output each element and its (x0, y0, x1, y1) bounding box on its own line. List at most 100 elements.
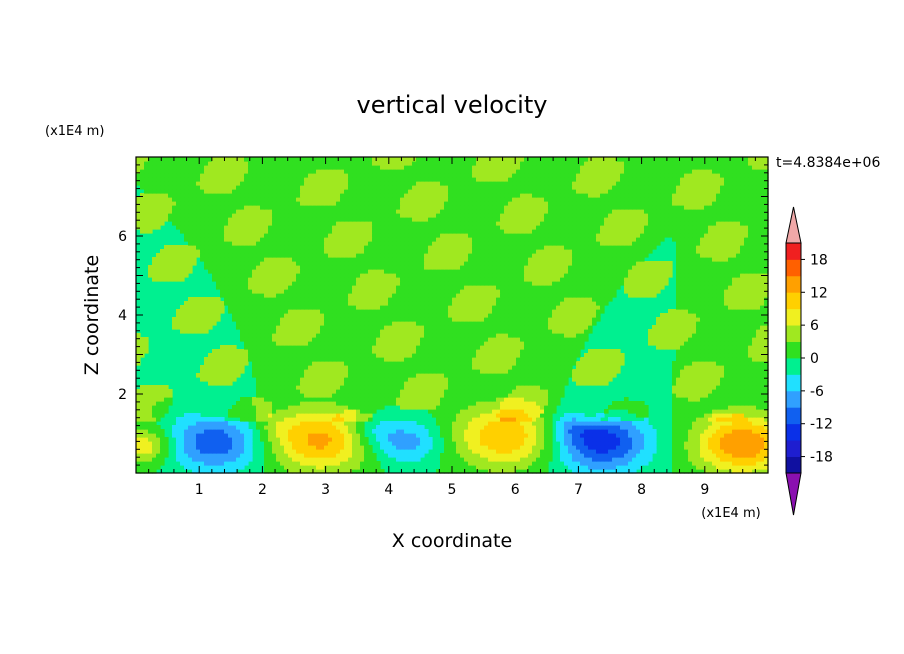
contour-cell (276, 345, 281, 350)
contour-cell (592, 369, 597, 374)
contour-cell (680, 325, 685, 330)
contour-cell (720, 381, 725, 386)
contour-cell (348, 385, 353, 390)
contour-cell (244, 429, 249, 434)
contour-cell (672, 369, 677, 374)
contour-cell (192, 429, 197, 434)
contour-cell (152, 453, 157, 458)
contour-cell (136, 393, 141, 398)
contour-cell (684, 425, 689, 430)
contour-cell (588, 357, 593, 362)
contour-cell (136, 465, 141, 470)
contour-cell (456, 413, 461, 418)
contour-cell (600, 445, 605, 450)
contour-cell (644, 413, 649, 418)
contour-cell (280, 365, 285, 370)
contour-cell (352, 409, 357, 414)
contour-cell (468, 397, 473, 402)
contour-cell (284, 385, 289, 390)
contour-cell (272, 437, 277, 442)
contour-cell (524, 337, 529, 342)
contour-cell (476, 365, 481, 370)
contour-cell (400, 433, 405, 438)
contour-cell (600, 377, 605, 382)
contour-cell (272, 469, 277, 474)
contour-cell (352, 317, 357, 322)
contour-cell (612, 429, 617, 434)
contour-cell (216, 317, 221, 322)
contour-cell (252, 409, 257, 414)
contour-cell (384, 393, 389, 398)
contour-cell (148, 449, 153, 454)
contour-cell (204, 329, 209, 334)
contour-cell (284, 453, 289, 458)
contour-cell (268, 385, 273, 390)
contour-cell (548, 365, 553, 370)
contour-cell (616, 349, 621, 354)
contour-cell (756, 329, 761, 334)
contour-cell (308, 453, 313, 458)
contour-cell (232, 425, 237, 430)
contour-cell (688, 317, 693, 322)
contour-cell (612, 365, 617, 370)
contour-cell (468, 393, 473, 398)
contour-cell (548, 373, 553, 378)
contour-cell (392, 325, 397, 330)
contour-cell (448, 449, 453, 454)
contour-cell (264, 345, 269, 350)
contour-cell (408, 377, 413, 382)
contour-cell (600, 365, 605, 370)
contour-cell (196, 429, 201, 434)
contour-cell (468, 433, 473, 438)
contour-cell (276, 325, 281, 330)
contour-cell (540, 461, 545, 466)
contour-cell (468, 369, 473, 374)
contour-cell (176, 445, 181, 450)
contour-cell (368, 369, 373, 374)
contour-cell (628, 409, 633, 414)
contour-cell (760, 353, 765, 358)
contour-cell (460, 449, 465, 454)
contour-cell (400, 445, 405, 450)
contour-cell (280, 321, 285, 326)
contour-cell (256, 421, 261, 426)
contour-cell (452, 413, 457, 418)
contour-cell (504, 341, 509, 346)
contour-cell (268, 357, 273, 362)
contour-cell (248, 429, 253, 434)
contour-cell (732, 381, 737, 386)
contour-cell (428, 397, 433, 402)
contour-cell (440, 341, 445, 346)
contour-cell (764, 365, 769, 370)
contour-cell (392, 341, 397, 346)
contour-cell (312, 361, 317, 366)
contour-cell (512, 357, 517, 362)
contour-cell (388, 397, 393, 402)
contour-cell (700, 361, 705, 366)
contour-cell (660, 337, 665, 342)
contour-cell (676, 421, 681, 426)
contour-cell (320, 337, 325, 342)
contour-cell (732, 433, 737, 438)
contour-cell (544, 425, 549, 430)
contour-cell (156, 389, 161, 394)
contour-cell (524, 389, 529, 394)
contour-cell (400, 441, 405, 446)
contour-cell (480, 437, 485, 442)
contour-cell (680, 417, 685, 422)
contour-cell (556, 377, 561, 382)
contour-cell (344, 349, 349, 354)
contour-cell (520, 377, 525, 382)
contour-cell (392, 437, 397, 442)
contour-cell (412, 453, 417, 458)
contour-cell (540, 357, 545, 362)
contour-cell (744, 381, 749, 386)
contour-cell (240, 401, 245, 406)
contour-cell (328, 361, 333, 366)
contour-cell (280, 325, 285, 330)
contour-cell (676, 461, 681, 466)
contour-cell (592, 433, 597, 438)
contour-cell (352, 333, 357, 338)
y-axis-label: Z coordinate (81, 255, 103, 375)
contour-cell (164, 389, 169, 394)
